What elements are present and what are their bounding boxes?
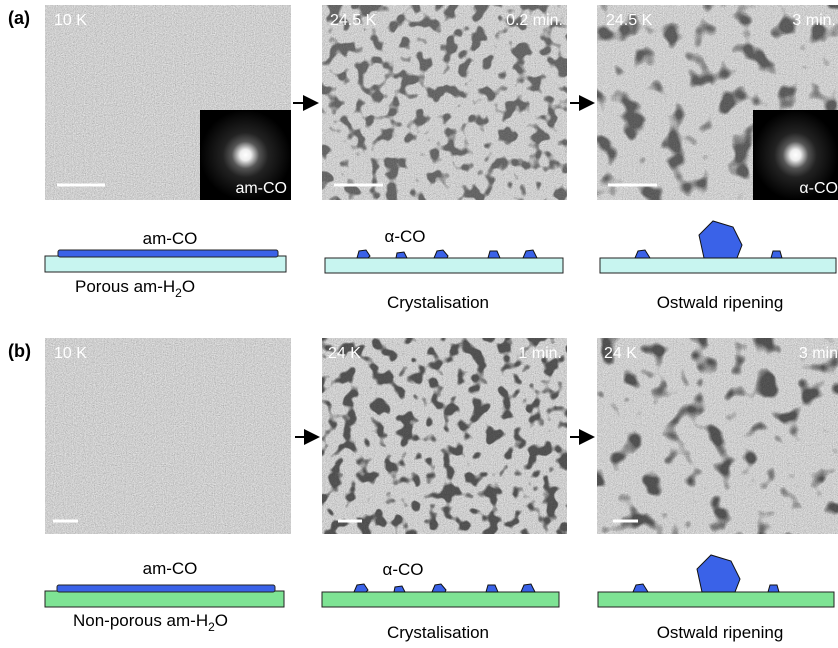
inset-label: am-CO xyxy=(235,180,287,197)
row-label: (a) xyxy=(8,8,30,28)
process-label: Ostwald ripening xyxy=(657,623,784,642)
time: 3 min xyxy=(799,345,838,362)
micrograph xyxy=(45,338,291,534)
micrograph xyxy=(322,5,567,200)
time: 0.2 min. xyxy=(506,12,563,29)
substrate-label: Non-porous am-H2O xyxy=(73,611,228,634)
text: O xyxy=(182,277,195,296)
layer-label: α-CO xyxy=(385,227,426,246)
figure: (a) (b) 10 K am-CO 24.5 K 0.2 min. 24.5 … xyxy=(0,0,838,648)
temperature: 24 K xyxy=(328,345,361,362)
time: 1 min. xyxy=(518,345,562,362)
micrograph xyxy=(597,338,838,534)
row-label: (b) xyxy=(8,341,31,361)
layer-label: α-CO xyxy=(383,560,424,579)
layer-label: am-CO xyxy=(143,559,198,578)
process-label: Crystalisation xyxy=(387,293,489,312)
process-label: Ostwald ripening xyxy=(657,293,784,312)
text: O xyxy=(215,611,228,630)
time: 3 min. xyxy=(792,12,836,29)
temperature: 24 K xyxy=(604,345,637,362)
temperature: 10 K xyxy=(54,12,87,29)
text: Non-porous am-H xyxy=(73,611,208,630)
text: Porous am-H xyxy=(75,277,175,296)
temperature: 24.5 K xyxy=(330,12,377,29)
substrate-label: Porous am-H2O xyxy=(75,277,195,300)
temperature: 10 K xyxy=(54,345,87,362)
process-label: Crystalisation xyxy=(387,623,489,642)
layer-label: am-CO xyxy=(143,229,198,248)
temperature: 24.5 K xyxy=(606,12,653,29)
micrograph xyxy=(322,338,567,534)
inset-label: α-CO xyxy=(799,180,838,197)
